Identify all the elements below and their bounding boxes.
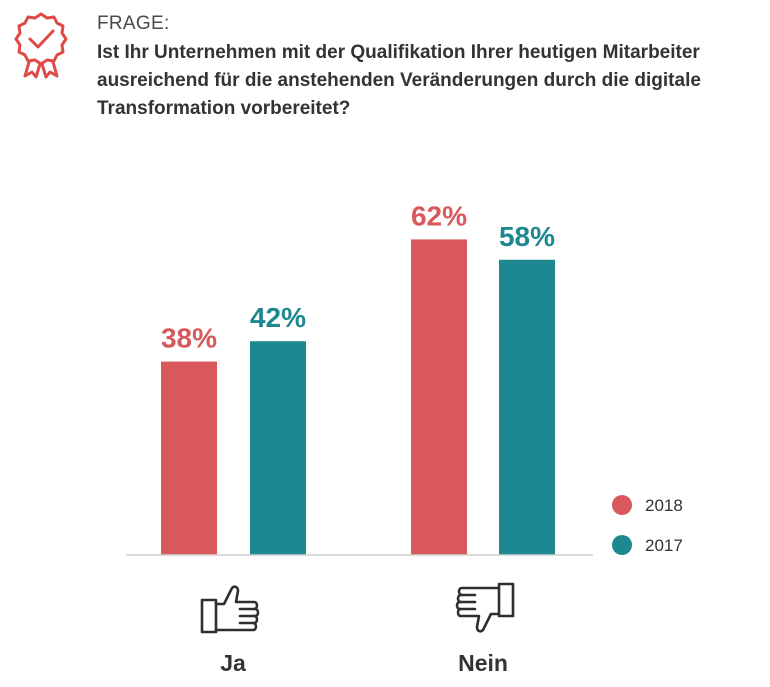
frage-label: FRAGE: xyxy=(97,13,170,34)
legend-swatch-2017 xyxy=(612,535,632,555)
legend-swatch-2018 xyxy=(612,495,632,515)
bar-nein-2018 xyxy=(411,239,467,556)
bar-ja-2018 xyxy=(161,361,217,555)
category-label-nein: Nein xyxy=(458,650,508,676)
value-label-ja-2017: 42% xyxy=(250,302,306,333)
question-text: Ist Ihr Unternehmen mit der Qualifikatio… xyxy=(97,42,701,119)
value-label-nein-2018: 62% xyxy=(411,200,467,231)
value-label-nein-2017: 58% xyxy=(499,221,555,252)
category-label-ja: Ja xyxy=(220,650,246,676)
legend-label-2018: 2018 xyxy=(645,496,683,515)
legend: 2018 2017 xyxy=(612,495,683,555)
thumbs-down-icon xyxy=(455,582,515,633)
bar-nein-2017 xyxy=(499,259,555,555)
value-label-ja-2018: 38% xyxy=(161,323,217,354)
bar-ja-2017 xyxy=(250,341,306,555)
legend-label-2017: 2017 xyxy=(645,536,683,555)
thumbs-up-icon xyxy=(200,585,260,634)
bars-layer: 38% 42% 62% 58% xyxy=(161,200,555,556)
award-checkmark-icon xyxy=(14,12,68,79)
